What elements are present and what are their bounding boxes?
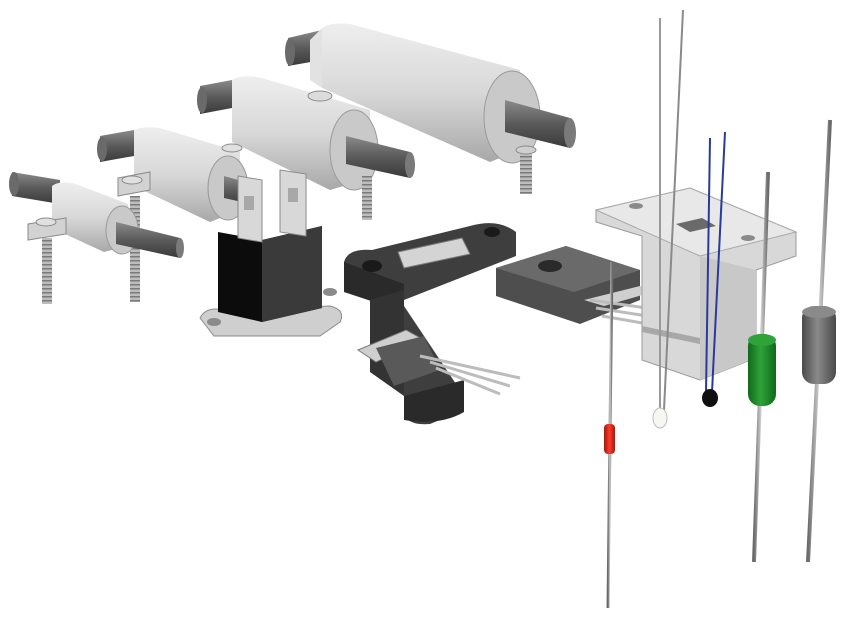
white-thermistor [652, 9, 684, 429]
green-capacitor [748, 171, 776, 563]
sensor-bracket-block [594, 187, 798, 381]
xlarge-ferrite-bead-with-screw [285, 23, 576, 194]
black-relay-with-tabs [199, 169, 343, 337]
medium-ferrite-bead-with-screw [97, 127, 260, 302]
gray-inductor [802, 119, 836, 563]
hall-sensor-mount [344, 223, 521, 425]
black-thermistor [702, 131, 726, 407]
red-resistor [604, 261, 615, 609]
small-ferrite-bead-with-screw [9, 172, 184, 304]
large-ferrite-bead-with-screw [197, 76, 415, 220]
